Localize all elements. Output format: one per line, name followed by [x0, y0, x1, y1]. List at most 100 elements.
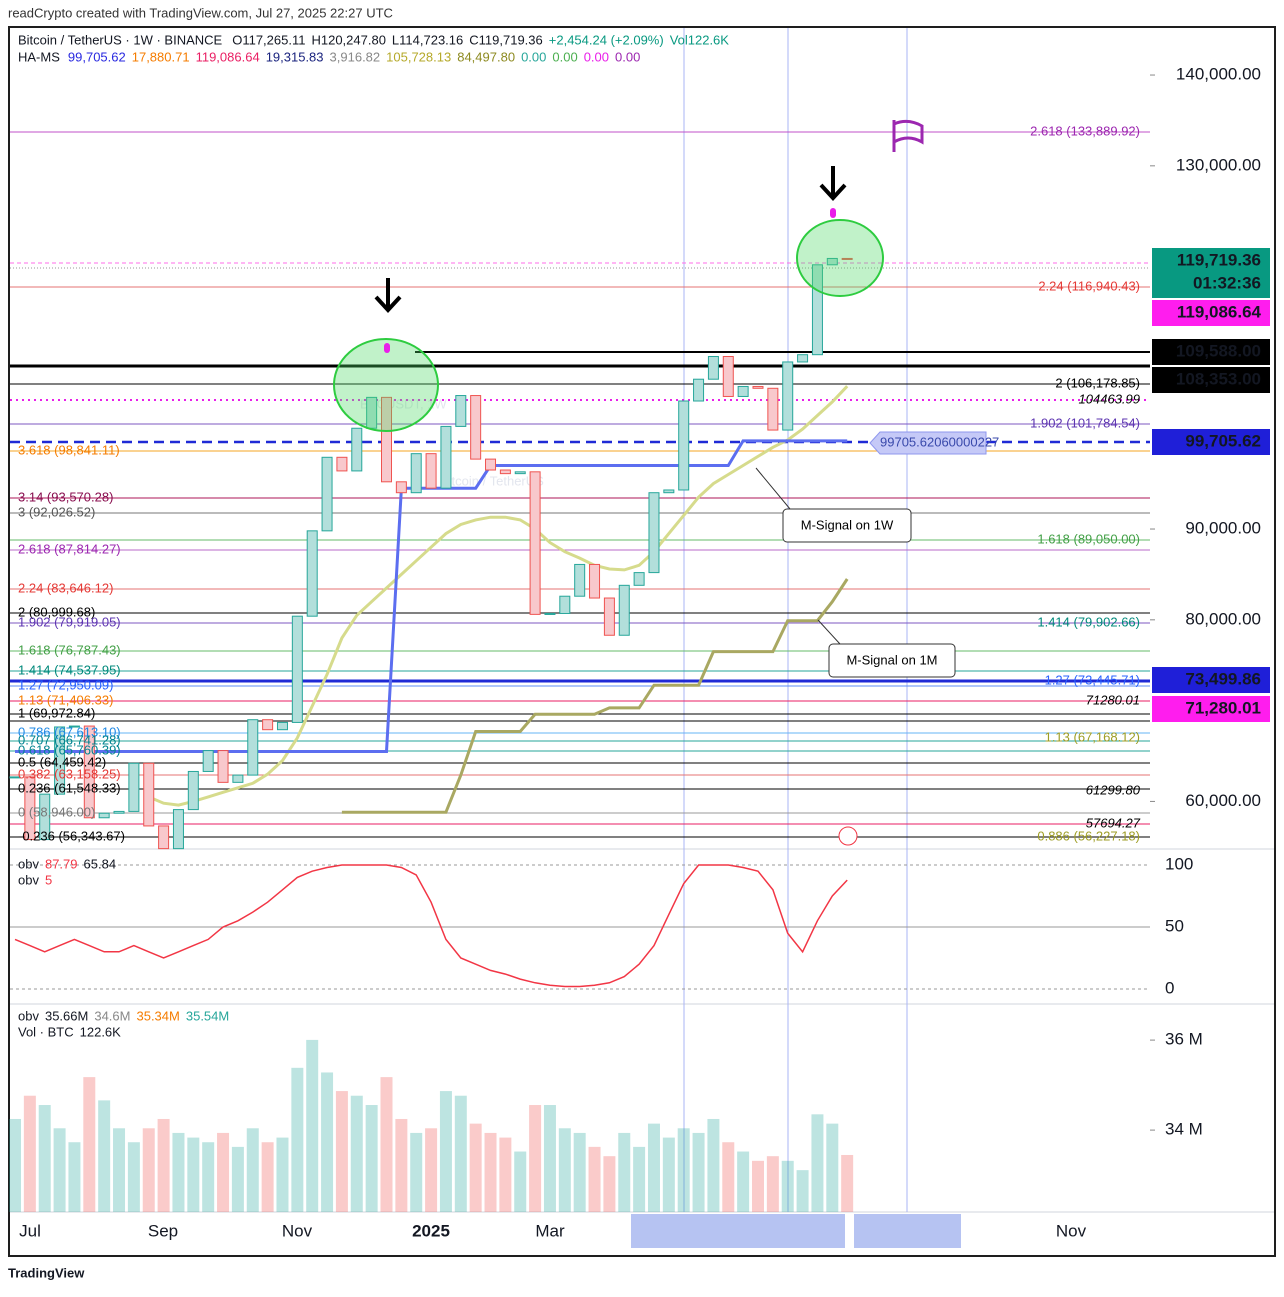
callout-box — [782, 508, 912, 543]
candle — [336, 456, 348, 472]
candle — [559, 595, 571, 614]
candle — [83, 725, 95, 819]
fib-label: 3 (92,026.52) — [18, 504, 95, 519]
volume-bar — [231, 1146, 244, 1212]
legend-text: 84,497.80 — [457, 49, 515, 64]
fib-label: 2 (106,178.85) — [1055, 375, 1140, 390]
attribution: readCrypto created with TradingView.com,… — [8, 5, 393, 20]
candle — [678, 400, 690, 491]
candle — [425, 453, 437, 489]
callout-box — [828, 643, 956, 678]
event-icon — [838, 826, 858, 846]
y-tick-label: 36 M — [1165, 1030, 1203, 1049]
price-badge-text: 73,499.86 — [1185, 669, 1261, 688]
fib-label: 0.886 (56,227.18) — [1037, 828, 1140, 843]
candle — [440, 425, 452, 489]
fib-label: 1.902 (79,919.05) — [18, 614, 121, 629]
candle — [707, 356, 719, 380]
legend-text: Vol · BTC — [18, 1024, 74, 1039]
legend-text: 34.6M — [94, 1008, 130, 1023]
volume-bar — [157, 1118, 170, 1212]
legend-text: HA-MS — [18, 49, 60, 64]
volume-bar — [246, 1128, 259, 1212]
volume-bar — [796, 1170, 809, 1212]
volume-bar — [573, 1132, 586, 1212]
fib-label: 1.27 (73,445.71) — [1045, 672, 1140, 687]
fib-label: 0.707 (66,741.28) — [18, 732, 121, 747]
volume-bar — [588, 1146, 601, 1212]
volume-bar — [335, 1091, 348, 1212]
callout-text: M-Signal on 1M — [846, 652, 937, 667]
volume-bar — [841, 1154, 854, 1212]
chart-frame — [8, 26, 1276, 1257]
candle — [395, 481, 407, 494]
candle — [737, 385, 749, 397]
x-tick-label: Nov — [1056, 1221, 1087, 1240]
legend-text: 122.6K — [80, 1024, 122, 1039]
price-badge — [1152, 248, 1270, 298]
volume-bar — [38, 1105, 51, 1212]
signal-dot — [830, 208, 836, 218]
volume-bar — [217, 1132, 230, 1212]
candle — [366, 396, 378, 429]
fib-label: 0.236 (61,548.33) — [18, 780, 121, 795]
date-range-highlight — [854, 1214, 961, 1248]
volume-bar — [68, 1142, 81, 1212]
candle — [410, 453, 422, 494]
legend-text: obv — [18, 856, 39, 871]
legend-text: 17,880.71 — [132, 49, 190, 64]
fib-label: 1 (69,972.84) — [18, 705, 95, 720]
volume-bar — [529, 1105, 542, 1212]
volume-bar — [514, 1151, 527, 1212]
volume-bar — [410, 1132, 423, 1212]
volume-bar — [558, 1128, 571, 1212]
legend-text: obv — [18, 872, 39, 887]
price-badge — [1152, 300, 1270, 326]
candle — [172, 809, 184, 850]
x-tick-label: Nov — [282, 1221, 313, 1240]
volume-bar — [202, 1142, 215, 1212]
price-badge — [1152, 339, 1270, 365]
y-tick-label: 130,000.00 — [1176, 155, 1261, 174]
highlight-ellipse — [333, 338, 439, 432]
candle — [262, 719, 274, 731]
candle — [499, 469, 511, 475]
legend-text: 0.00 — [552, 49, 577, 64]
indicator-line — [148, 385, 849, 807]
volume-bar — [261, 1142, 274, 1212]
volume-bar — [395, 1118, 408, 1212]
volume-bar — [722, 1142, 735, 1212]
candle — [574, 563, 586, 597]
volume-bar — [365, 1105, 378, 1212]
candle — [782, 361, 794, 431]
y-tick-label: 34 M — [1165, 1120, 1203, 1139]
x-tick-label: Mar — [535, 1221, 565, 1240]
arrow-down — [374, 278, 402, 313]
volume-bar — [306, 1039, 319, 1212]
volume-bar — [53, 1128, 66, 1212]
price-badge-text: 119,719.36 — [1177, 250, 1261, 269]
legend-text: 65.84 — [84, 856, 117, 871]
candle — [470, 395, 482, 460]
y-tick-label: 140,000.00 — [1176, 65, 1261, 84]
fib-label: 0.5 (64,459.42) — [18, 754, 106, 769]
fib-label: 2.24 (116,940.43) — [1038, 278, 1140, 293]
legend-text: 35.54M — [186, 1008, 229, 1023]
footer-brand: TradingView — [8, 1265, 85, 1280]
candle — [247, 719, 259, 776]
candle — [633, 572, 645, 586]
fib-label: 104463.99 — [1079, 391, 1140, 406]
candle — [722, 356, 734, 397]
volume-bar — [618, 1132, 631, 1212]
fib-label: 2.24 (83,646.12) — [18, 580, 113, 595]
candle — [811, 264, 823, 356]
volume-bar — [23, 1095, 36, 1212]
volume-bar — [113, 1128, 126, 1212]
candle — [202, 750, 214, 772]
candle — [663, 489, 675, 494]
volume-bar — [350, 1095, 363, 1212]
volume-bar — [499, 1137, 512, 1212]
oscillator-line — [14, 864, 848, 988]
volume-bar — [172, 1132, 185, 1212]
